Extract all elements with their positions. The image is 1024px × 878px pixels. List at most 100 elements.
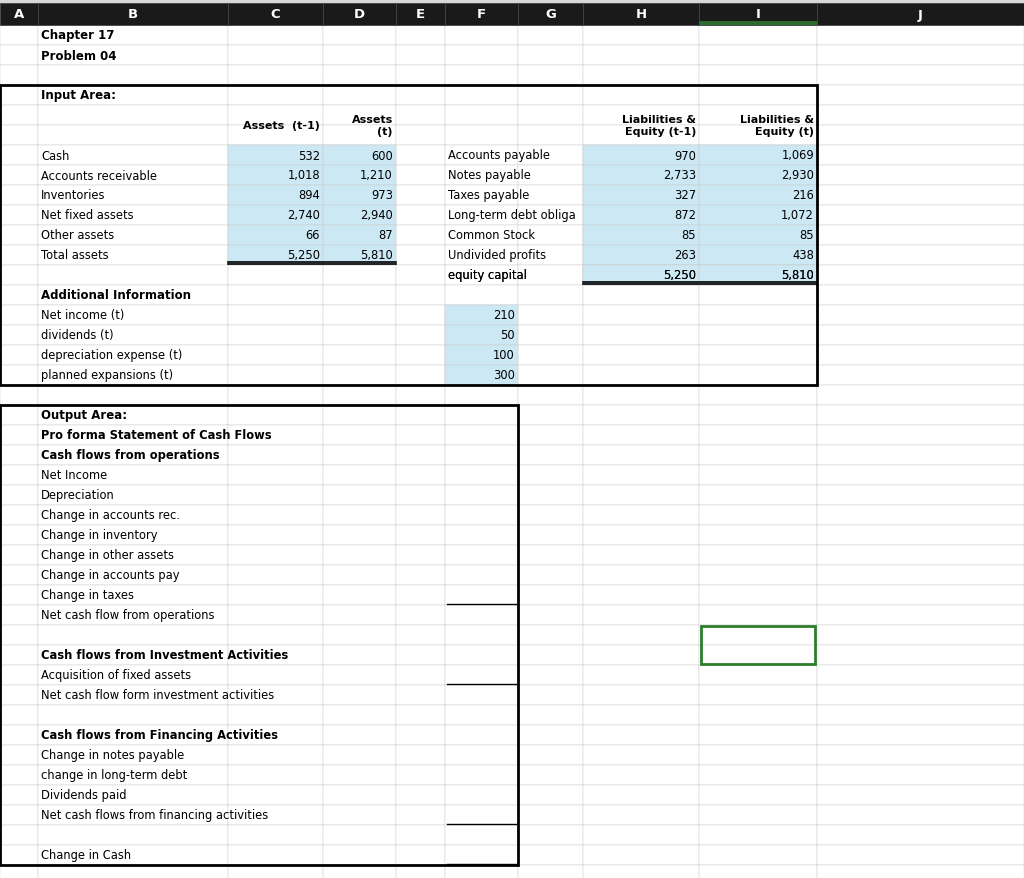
Bar bbox=[445, 845, 518, 865]
Bar bbox=[396, 785, 445, 805]
Bar bbox=[518, 845, 583, 865]
Bar bbox=[38, 745, 228, 765]
Text: Long-term debt obliga: Long-term debt obliga bbox=[449, 209, 575, 222]
Bar bbox=[0, 4, 38, 26]
Bar bbox=[699, 326, 817, 346]
Bar bbox=[445, 465, 518, 486]
Bar bbox=[323, 46, 396, 66]
Bar bbox=[0, 525, 38, 545]
Bar bbox=[396, 586, 445, 605]
Text: 5,810: 5,810 bbox=[781, 270, 814, 282]
Bar bbox=[396, 246, 445, 266]
Bar bbox=[228, 226, 323, 246]
Bar bbox=[38, 605, 228, 625]
Bar bbox=[445, 205, 518, 226]
Text: 5,250: 5,250 bbox=[663, 270, 696, 282]
Bar bbox=[583, 86, 699, 106]
Bar bbox=[518, 486, 583, 506]
Bar bbox=[583, 266, 699, 285]
Bar bbox=[518, 745, 583, 765]
Bar bbox=[817, 326, 1024, 346]
Text: Net fixed assets: Net fixed assets bbox=[41, 209, 133, 222]
Bar bbox=[583, 266, 699, 285]
Bar bbox=[445, 166, 518, 186]
Bar bbox=[0, 86, 817, 385]
Text: 1,072: 1,072 bbox=[781, 209, 814, 222]
Bar bbox=[518, 625, 583, 645]
Text: Change in accounts pay: Change in accounts pay bbox=[41, 569, 179, 582]
Bar bbox=[228, 365, 323, 385]
Bar bbox=[445, 385, 518, 406]
Bar bbox=[583, 26, 699, 46]
Bar bbox=[396, 725, 445, 745]
Bar bbox=[228, 525, 323, 545]
Bar bbox=[0, 166, 38, 186]
Bar bbox=[228, 745, 323, 765]
Text: equity capital: equity capital bbox=[449, 270, 527, 282]
Bar bbox=[699, 285, 817, 306]
Bar bbox=[817, 385, 1024, 406]
Bar bbox=[583, 445, 699, 465]
Bar bbox=[445, 445, 518, 465]
Bar bbox=[518, 445, 583, 465]
Bar bbox=[583, 765, 699, 785]
Bar bbox=[817, 586, 1024, 605]
Bar bbox=[445, 26, 518, 46]
Bar bbox=[396, 865, 445, 878]
Bar bbox=[323, 186, 396, 205]
Bar bbox=[583, 326, 699, 346]
Bar bbox=[38, 326, 228, 346]
Text: 327: 327 bbox=[674, 190, 696, 202]
Bar bbox=[518, 426, 583, 445]
Bar bbox=[228, 285, 323, 306]
Bar bbox=[518, 4, 583, 26]
Bar bbox=[38, 385, 228, 406]
Bar bbox=[699, 26, 817, 46]
Bar bbox=[38, 506, 228, 525]
Bar bbox=[445, 306, 518, 326]
Text: 1,210: 1,210 bbox=[360, 169, 393, 183]
Bar bbox=[445, 406, 518, 426]
Bar bbox=[518, 285, 583, 306]
Bar bbox=[38, 625, 228, 645]
Bar bbox=[817, 525, 1024, 545]
Bar bbox=[228, 685, 323, 705]
Text: change in long-term debt: change in long-term debt bbox=[41, 768, 187, 781]
Bar bbox=[323, 66, 396, 86]
Bar bbox=[323, 146, 396, 166]
Bar bbox=[699, 246, 817, 266]
Bar bbox=[38, 486, 228, 506]
Bar bbox=[396, 545, 445, 565]
Text: Other assets: Other assets bbox=[41, 229, 115, 242]
Bar bbox=[228, 46, 323, 66]
Bar bbox=[396, 186, 445, 205]
Bar bbox=[396, 705, 445, 725]
Bar bbox=[323, 545, 396, 565]
Bar bbox=[817, 365, 1024, 385]
Bar bbox=[583, 186, 699, 205]
Bar bbox=[583, 106, 699, 126]
Bar bbox=[518, 865, 583, 878]
Bar bbox=[817, 86, 1024, 106]
Bar bbox=[0, 845, 38, 865]
Bar bbox=[396, 385, 445, 406]
Bar bbox=[396, 406, 445, 426]
Bar bbox=[699, 565, 817, 586]
Bar bbox=[38, 525, 228, 545]
Bar bbox=[396, 845, 445, 865]
Bar bbox=[583, 365, 699, 385]
Bar bbox=[583, 406, 699, 426]
Bar bbox=[699, 86, 817, 106]
Bar bbox=[228, 26, 323, 46]
Bar bbox=[38, 166, 228, 186]
Bar bbox=[228, 865, 323, 878]
Text: B: B bbox=[128, 9, 138, 21]
Bar bbox=[817, 46, 1024, 66]
Bar bbox=[38, 685, 228, 705]
Bar bbox=[396, 66, 445, 86]
Text: Taxes payable: Taxes payable bbox=[449, 190, 529, 202]
Bar bbox=[699, 166, 817, 186]
Bar bbox=[323, 266, 396, 285]
Bar bbox=[518, 46, 583, 66]
Text: 1,018: 1,018 bbox=[288, 169, 319, 183]
